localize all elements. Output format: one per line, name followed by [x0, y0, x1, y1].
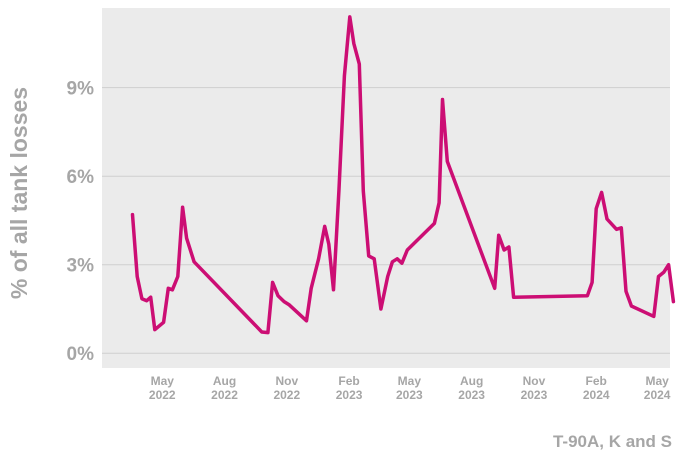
- x-tick-label-month: Feb: [338, 374, 359, 388]
- data-point: [441, 98, 444, 101]
- data-point: [667, 263, 670, 266]
- y-axis-ticks: 0% 3% 6% 9%: [67, 79, 95, 366]
- data-point: [362, 189, 365, 193]
- data-point: [140, 297, 144, 300]
- data-point: [337, 189, 341, 193]
- data-point: [327, 242, 330, 246]
- x-tick-label-year: 2023: [336, 388, 363, 402]
- data-point: [176, 275, 180, 278]
- data-point: [136, 275, 139, 278]
- data-point: [502, 248, 506, 252]
- data-point: [400, 262, 404, 265]
- series-label: T-90A, K and S: [552, 432, 672, 451]
- data-point: [367, 254, 370, 258]
- x-tick-label-month: Nov: [523, 374, 546, 388]
- y-tick-label: 3%: [67, 256, 95, 277]
- data-point: [497, 234, 500, 237]
- data-point: [586, 294, 589, 297]
- data-points: [131, 15, 675, 334]
- data-point: [652, 315, 655, 318]
- data-point: [287, 303, 291, 306]
- data-point: [615, 228, 618, 231]
- data-point: [600, 191, 603, 194]
- data-point: [672, 300, 675, 303]
- x-tick-label-month: Nov: [275, 374, 298, 388]
- data-point: [662, 270, 666, 274]
- y-tick-label: 0%: [67, 344, 95, 365]
- y-tick-label: 9%: [67, 79, 95, 100]
- data-point: [348, 15, 351, 19]
- data-point: [595, 207, 598, 210]
- data-point: [167, 287, 170, 290]
- data-point: [131, 213, 134, 216]
- x-tick-label-year: 2023: [521, 388, 548, 402]
- data-point: [282, 300, 286, 303]
- data-point: [437, 201, 441, 204]
- data-point: [309, 287, 313, 290]
- x-tick-label-month: May: [151, 374, 175, 388]
- y-axis-title: % of all tank losses: [6, 87, 32, 299]
- data-point: [153, 328, 157, 331]
- data-point: [343, 74, 346, 78]
- data-point: [317, 257, 320, 261]
- x-tick-label-year: 2023: [458, 388, 485, 402]
- data-point: [624, 290, 628, 293]
- data-point: [145, 299, 148, 302]
- data-point: [271, 281, 274, 284]
- data-point: [149, 295, 152, 299]
- data-point: [657, 275, 660, 278]
- plot-background: [102, 8, 670, 368]
- data-point: [260, 330, 263, 334]
- x-tick-label-year: 2022: [149, 388, 176, 402]
- data-point: [352, 42, 356, 45]
- data-point: [386, 275, 389, 278]
- x-tick-label-year: 2022: [273, 388, 300, 402]
- x-tick-label-year: 2022: [211, 388, 238, 402]
- data-point: [162, 321, 165, 324]
- data-point: [391, 260, 394, 263]
- data-point: [395, 257, 399, 261]
- data-point: [512, 295, 515, 299]
- x-tick-label-month: Feb: [586, 374, 607, 388]
- y-tick-label: 6%: [67, 167, 95, 188]
- data-point: [192, 260, 196, 263]
- data-point: [433, 222, 436, 225]
- x-tick-label-month: May: [398, 374, 422, 388]
- data-point: [620, 226, 623, 230]
- data-point: [171, 288, 174, 292]
- x-tick-label-month: Aug: [213, 374, 236, 388]
- x-tick-label-year: 2023: [396, 388, 423, 402]
- data-point: [493, 287, 496, 290]
- series-line: [130, 15, 676, 335]
- x-tick-label-year: 2024: [583, 388, 610, 402]
- data-point: [406, 248, 409, 252]
- data-point: [305, 319, 308, 322]
- data-point: [507, 245, 511, 249]
- data-point: [630, 304, 633, 308]
- data-point: [323, 225, 326, 228]
- data-point: [372, 257, 376, 261]
- data-point: [605, 217, 609, 221]
- x-tick-label-year: 2024: [644, 388, 671, 402]
- x-tick-label-month: May: [645, 374, 669, 388]
- data-point: [358, 62, 361, 66]
- x-tick-label-month: Aug: [460, 374, 483, 388]
- data-point: [379, 307, 383, 311]
- data-point: [266, 331, 270, 334]
- data-point: [332, 288, 335, 292]
- data-point: [185, 236, 188, 240]
- data-point: [590, 281, 594, 284]
- data-point: [276, 294, 280, 297]
- data-point: [446, 160, 449, 163]
- x-axis-ticks: May2022Aug2022Nov2022Feb2023May2023Aug20…: [149, 374, 671, 402]
- data-point: [181, 205, 184, 209]
